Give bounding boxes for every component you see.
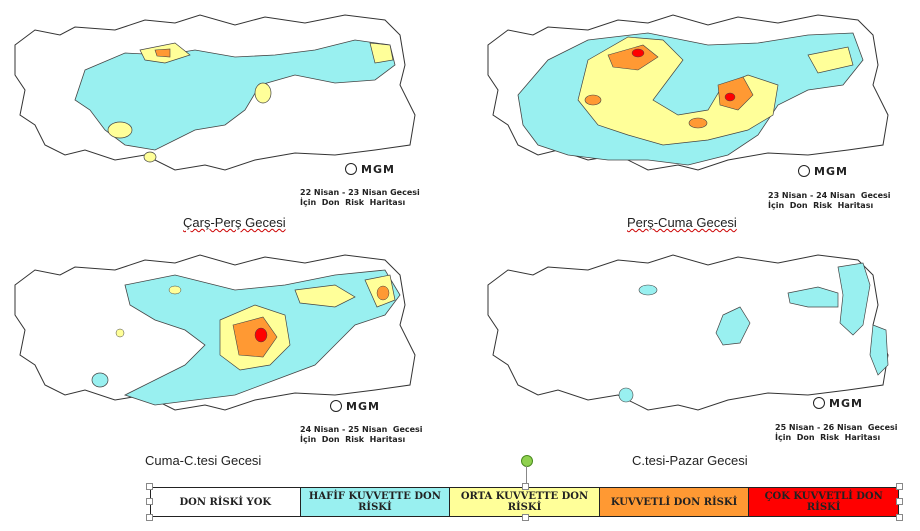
resize-handle-ml[interactable] [146,498,153,505]
turkey-risk-map-3 [14,254,416,411]
mgm-logo-icon [798,165,810,177]
mgm-logo-icon [813,397,825,409]
legend-item-light: HAFİF KUVVETTE DON RİSKİ [300,488,451,516]
resize-handle-mr[interactable] [896,498,903,505]
map-caption-line1: 23 Nisan - 24 Nisan Gecesi [768,191,891,200]
turkey-risk-map-2 [487,14,889,171]
map-caption-line1: 25 Nisan - 26 Nisan Gecesi [775,423,898,432]
resize-handle-tc[interactable] [522,483,529,490]
mgm-brand: MGM [813,397,863,410]
resize-handle-br[interactable] [896,514,903,521]
map-panel-4: MGM 25 Nisan - 26 Nisan Gecesi İçin Don … [478,245,918,445]
night-label-1: Çarş-Perş Gecesi [183,215,286,230]
map-caption-line2: İçin Don Risk Haritası [300,198,406,207]
map-caption-line2: İçin Don Risk Haritası [768,201,874,210]
mgm-logo-icon [330,400,342,412]
rotate-handle[interactable] [521,455,533,467]
frost-risk-legend[interactable]: DON RİSKİ YOK HAFİF KUVVETTE DON RİSKİ O… [150,487,899,517]
map-panel-1: MGM 22 Nisan - 23 Nisan Gecesi İçin Don … [5,5,445,207]
legend-item-moderate: ORTA KUVVETTE DON RİSKİ [450,488,600,516]
legend-item-none: DON RİSKİ YOK [151,488,301,516]
resize-handle-bl[interactable] [146,514,153,521]
map-panel-3: MGM 24 Nisan - 25 Nisan Gecesi İçin Don … [5,245,445,445]
resize-handle-tr[interactable] [896,483,903,490]
night-label-4: C.tesi-Pazar Gecesi [632,453,748,468]
map-caption-line1: 24 Nisan - 25 Nisan Gecesi [300,425,423,434]
mgm-brand: MGM [330,400,380,413]
map-caption-line2: İçin Don Risk Haritası [775,433,881,442]
mgm-brand: MGM [345,163,395,176]
resize-handle-bc[interactable] [522,514,529,521]
legend-item-very-strong: ÇOK KUVVETLİ DON RİSKİ [749,488,898,516]
night-label-2: Perş-Cuma Gecesi [627,215,737,230]
mgm-brand: MGM [798,165,848,178]
mgm-logo-icon [345,163,357,175]
resize-handle-tl[interactable] [146,483,153,490]
rotate-connector [526,466,527,486]
legend-item-strong: KUVVETLİ DON RİSKİ [599,488,750,516]
turkey-risk-map-1 [14,14,416,171]
turkey-risk-map-4 [487,254,889,411]
map-caption-line1: 22 Nisan - 23 Nisan Gecesi [300,188,420,197]
map-caption-line2: İçin Don Risk Haritası [300,435,406,444]
night-label-3: Cuma-C.tesi Gecesi [145,453,262,468]
map-panel-2: MGM 23 Nisan - 24 Nisan Gecesi İçin Don … [478,5,918,210]
